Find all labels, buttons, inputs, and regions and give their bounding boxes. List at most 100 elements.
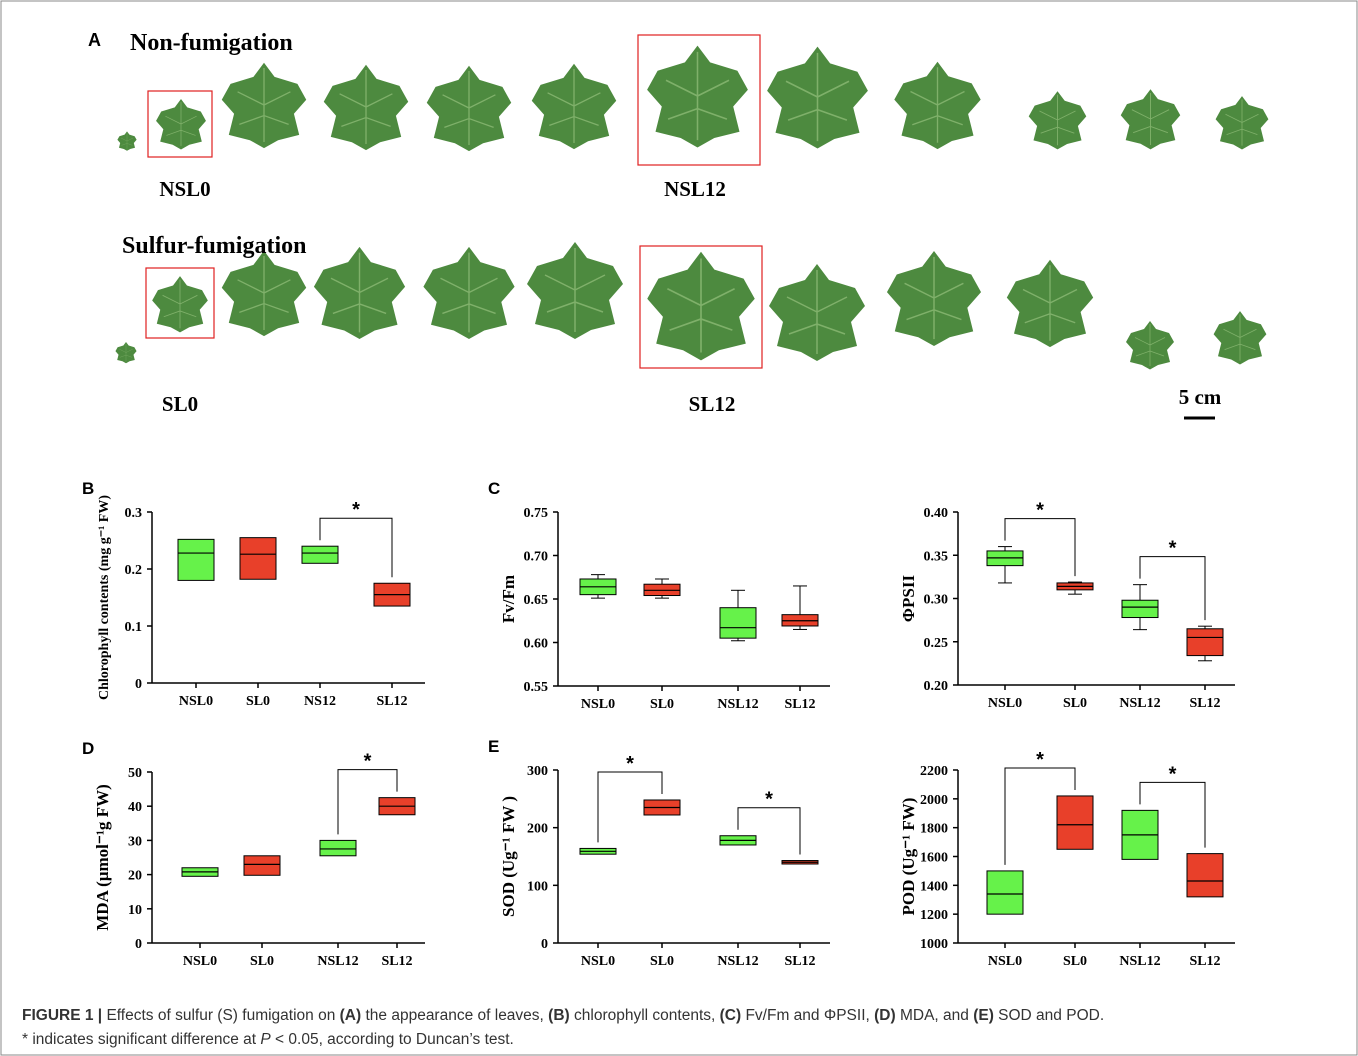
x-tick-label: NSL0 [183, 954, 217, 969]
panel-label: C [488, 479, 500, 498]
y-axis-label: Chlorophyll contents (mg g⁻¹ FW) [97, 495, 112, 700]
caption-text: (D) [874, 1007, 896, 1024]
y-tick-label: 10 [128, 903, 142, 918]
x-tick-label: NS12 [304, 694, 336, 709]
y-tick-label: 0.65 [524, 593, 549, 608]
caption: FIGURE 1 | Effects of sulfur (S) fumigat… [22, 1004, 1104, 1052]
panel-label: E [488, 737, 499, 756]
panel-label: D [82, 739, 94, 758]
leaf-label: SL0 [162, 392, 198, 416]
caption-text: P [260, 1031, 270, 1048]
y-tick-label: 0.70 [524, 550, 549, 565]
y-tick-label: 0 [135, 937, 142, 952]
significance-label: * [352, 499, 360, 521]
y-tick-label: 40 [128, 800, 142, 815]
y-axis-label: Fv/Fm [499, 575, 518, 623]
significance-bracket [738, 808, 800, 855]
row-title: Sulfur-fumigation [122, 233, 306, 259]
x-tick-label: NSL0 [581, 697, 615, 712]
page: A Non-fumigation NSL0 NSL12 Sulfur-fumig… [0, 0, 1358, 1056]
significance-label: * [364, 751, 372, 773]
y-tick-label: 0.2 [125, 563, 143, 578]
x-tick-label: SL0 [1063, 696, 1087, 711]
x-tick-label: NSL0 [179, 694, 213, 709]
y-tick-label: 0.1 [125, 620, 143, 635]
y-tick-label: 20 [128, 869, 142, 884]
box [987, 871, 1023, 914]
caption-text: FIGURE 1 | [22, 1007, 102, 1024]
significance-label: * [626, 753, 634, 775]
y-tick-label: 30 [128, 834, 142, 849]
x-tick-label: NSL12 [1119, 954, 1160, 969]
figure: A Non-fumigation NSL0 NSL12 Sulfur-fumig… [0, 0, 1358, 1056]
significance-bracket [1005, 519, 1075, 576]
x-tick-label: NSL12 [717, 954, 758, 969]
box [1057, 796, 1093, 849]
caption-text: Effects of sulfur (S) fumigation on [102, 1007, 340, 1024]
y-axis-label: POD (Ug⁻¹ FW) [899, 798, 918, 916]
caption-text: (E) [973, 1007, 994, 1024]
y-tick-label: 0.3 [125, 506, 143, 521]
leaves [115, 35, 1268, 418]
x-tick-label: SL12 [376, 694, 407, 709]
significance-label: * [1169, 538, 1177, 560]
y-tick-label: 0 [541, 937, 548, 952]
x-tick-label: NSL12 [317, 954, 358, 969]
x-tick-label: SL12 [784, 954, 815, 969]
y-tick-label: 0.30 [924, 593, 949, 608]
y-tick-label: 50 [128, 766, 142, 781]
y-tick-label: 0.25 [924, 636, 949, 651]
significance-label: * [765, 789, 773, 811]
significance-label: * [1169, 763, 1177, 785]
x-tick-label: NSL0 [988, 696, 1022, 711]
y-tick-label: 2200 [920, 764, 948, 779]
frame [1, 1, 1357, 1055]
box [720, 608, 756, 638]
row-title: Non-fumigation [130, 30, 293, 56]
x-tick-label: SL12 [1189, 954, 1220, 969]
y-tick-label: 0 [135, 677, 142, 692]
y-tick-label: 0.55 [524, 680, 549, 695]
x-tick-label: SL0 [1063, 954, 1087, 969]
box [320, 840, 356, 855]
box [240, 538, 276, 580]
box [1122, 600, 1158, 617]
caption-text: Fv/Fm and ΦPSII, [741, 1007, 874, 1024]
y-tick-label: 0.35 [924, 549, 949, 564]
x-tick-label: NSL0 [581, 954, 615, 969]
x-tick-label: SL0 [650, 697, 674, 712]
x-tick-label: SL12 [381, 954, 412, 969]
y-tick-label: 0.20 [924, 679, 949, 694]
caption-line: * indicates significant difference at P … [22, 1028, 1104, 1052]
x-tick-label: NSL12 [717, 697, 758, 712]
y-tick-label: 300 [527, 764, 548, 779]
x-tick-label: SL0 [650, 954, 674, 969]
caption-text: * indicates significant difference at [22, 1031, 260, 1048]
caption-text: SOD and POD. [994, 1007, 1104, 1024]
y-tick-label: 1000 [920, 937, 948, 952]
x-tick-label: NSL12 [1119, 696, 1160, 711]
box [1187, 629, 1223, 656]
box [178, 539, 214, 580]
y-tick-label: 100 [527, 879, 548, 894]
y-axis-label: MDA (μmol⁻¹g FW) [93, 784, 112, 930]
y-tick-label: 0.40 [924, 506, 949, 521]
y-tick-label: 200 [527, 822, 548, 837]
caption-line: FIGURE 1 | Effects of sulfur (S) fumigat… [22, 1004, 1104, 1028]
scale-bar-label: 5 cm [1179, 385, 1222, 409]
y-axis-label: SOD (Ug⁻¹ FW ) [499, 796, 518, 917]
box [1187, 854, 1223, 897]
y-tick-label: 1800 [920, 822, 948, 837]
box [244, 856, 280, 875]
y-tick-label: 2000 [920, 793, 948, 808]
significance-label: * [1036, 749, 1044, 771]
x-tick-label: SL12 [784, 697, 815, 712]
x-tick-label: SL0 [246, 694, 270, 709]
y-tick-label: 1400 [920, 879, 948, 894]
x-tick-label: SL12 [1189, 696, 1220, 711]
y-axis-label: ΦPSII [899, 575, 918, 623]
box [302, 546, 338, 563]
caption-text: (B) [548, 1007, 570, 1024]
leaf-label: NSL0 [159, 177, 210, 201]
caption-text: the appearance of leaves, [361, 1007, 548, 1024]
